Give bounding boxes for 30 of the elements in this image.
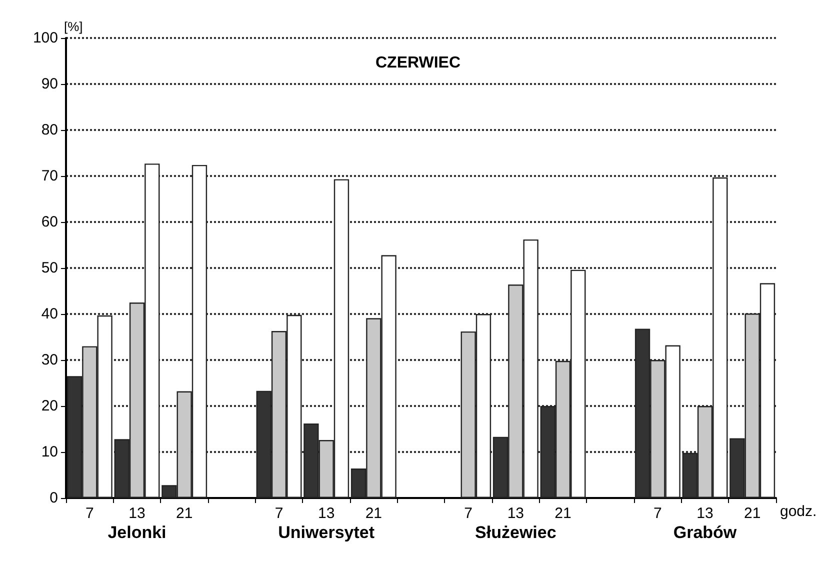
x-tick-label: 13 (507, 505, 524, 522)
y-tick-label: 60 (41, 214, 58, 230)
x-tick-label: 21 (176, 505, 193, 522)
text: Służewiec (475, 523, 556, 542)
x-tick-label: 13 (318, 505, 335, 522)
y-axis-title: [%] (64, 19, 83, 34)
x-tick-label: 13 (128, 505, 146, 522)
y-tick-label: 100 (32, 30, 58, 46)
y-tick-label: 20 (41, 398, 58, 414)
x-tick-label: 21 (744, 505, 761, 522)
x-tick-label: 7 (85, 505, 94, 522)
x-tick-label: 13 (696, 505, 714, 522)
y-tick-label: 90 (41, 76, 58, 92)
text: CZERWIEC (375, 54, 461, 72)
y-tick-label: 70 (41, 168, 58, 184)
x-tick-label: 7 (653, 505, 662, 522)
y-tick-label: 80 (41, 122, 58, 138)
text: Uniwersytet (278, 523, 375, 542)
y-tick-label: 30 (41, 352, 58, 368)
x-tick-label: 21 (365, 505, 382, 522)
text: Jelonki (108, 523, 166, 542)
x-tick-label: 7 (274, 505, 284, 522)
y-tick-label: 50 (41, 260, 58, 276)
y-tick-label: 10 (41, 444, 58, 460)
x-tick-label: 21 (554, 505, 572, 522)
x-axis-title: godz. (780, 503, 817, 520)
x-tick-label: 7 (464, 505, 473, 522)
text: Grabów (673, 523, 738, 542)
y-tick-label: 0 (50, 490, 58, 506)
y-tick-label: 40 (41, 306, 58, 322)
